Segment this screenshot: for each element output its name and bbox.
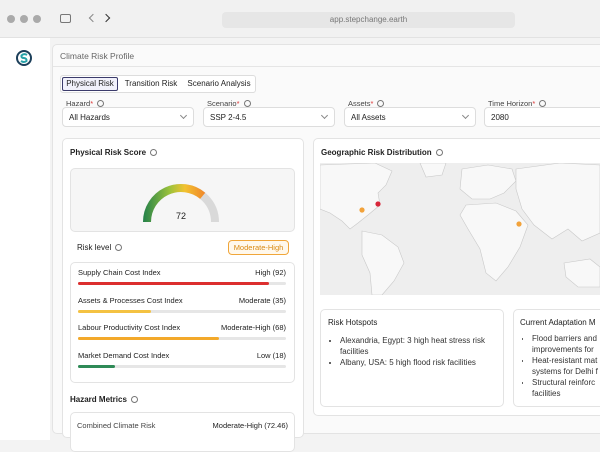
browser-bar: app.stepchange.earth (0, 0, 600, 38)
map-marker[interactable] (359, 207, 365, 213)
label-text: Hazard (66, 99, 91, 108)
forward-button[interactable] (101, 13, 111, 23)
index-bar (78, 337, 220, 340)
index-track (78, 365, 286, 368)
gauge-box (70, 168, 295, 232)
info-icon (97, 100, 105, 107)
page: app.stepchange.earth Climate Risk Profil… (0, 0, 600, 440)
metric-name: Combined Climate Risk (77, 421, 156, 430)
hotspots-box (320, 309, 504, 407)
metric-value: Moderate-High (72.46) (212, 421, 288, 430)
map-marker[interactable] (375, 201, 381, 207)
label-text: Risk level (77, 243, 112, 252)
metrics-box (70, 412, 295, 452)
gauge-fill (143, 184, 206, 223)
gauge-value: 72 (176, 211, 186, 221)
adaptation-item: Structural reinforc facilities (532, 377, 600, 399)
card-title: Physical Risk Score (70, 148, 158, 157)
title-text: Physical Risk Score (70, 148, 147, 157)
index-name: Labour Productivity Cost Index (78, 323, 181, 332)
label-text: Assets (348, 99, 371, 108)
title-text: Hazard Metrics (70, 395, 127, 404)
index-level: Moderate-High (68) (220, 323, 286, 332)
info-icon (377, 100, 385, 107)
filter-label: Hazard* (66, 99, 105, 108)
chevron (320, 111, 329, 120)
info-icon (243, 100, 251, 107)
box-title: Current Adaptation M (520, 318, 596, 327)
filter-label: Assets* (348, 99, 385, 108)
index-bar (78, 310, 151, 313)
window-dot[interactable] (20, 15, 28, 23)
required-mark: * (236, 99, 240, 108)
logo[interactable] (16, 50, 32, 66)
tab[interactable]: Transition Risk (124, 79, 178, 88)
back-button[interactable] (88, 13, 98, 23)
index-name: Market Demand Cost Index (78, 351, 170, 360)
index-name: Assets & Processes Cost Index (78, 296, 183, 305)
select[interactable]: All Hazards (62, 107, 194, 127)
index-level: High (92) (255, 268, 286, 277)
hotspot-item: Albany, USA: 5 high flood risk facilitie… (340, 357, 500, 368)
map[interactable] (320, 163, 600, 295)
index-track (78, 310, 286, 313)
risk-level-badge: Moderate-High (228, 240, 289, 255)
url: app.stepchange.earth (329, 15, 408, 24)
tab[interactable]: Scenario Analysis (187, 79, 251, 88)
divider (53, 66, 600, 67)
index-level: Moderate (35) (238, 296, 286, 305)
section-title: Hazard Metrics (70, 395, 138, 404)
chevron (179, 111, 188, 120)
index-level: Low (18) (256, 351, 286, 360)
required-mark: * (370, 99, 374, 108)
required-mark: * (90, 99, 94, 108)
index-bar (78, 282, 270, 285)
sidebar-toggle[interactable] (60, 14, 71, 23)
page-title: Climate Risk Profile (60, 51, 135, 61)
box-title: Risk Hotspots (328, 318, 378, 327)
select[interactable]: 2080 (484, 107, 600, 127)
index-bar (78, 365, 116, 368)
hotspot-list: Alexandria, Egypt: 3 high heat stress ri… (330, 335, 500, 368)
label-text: Scenario (207, 99, 237, 108)
window-dot[interactable] (33, 15, 41, 23)
adaptation-item: Flood barriers and improvements for (532, 333, 600, 355)
filter-label: Scenario* (207, 99, 251, 108)
filter-label: Time Horizon* (488, 99, 547, 108)
tab[interactable]: Physical Risk (62, 77, 118, 91)
chevron (461, 111, 470, 120)
required-mark: * (532, 99, 536, 108)
info-icon (539, 100, 547, 107)
sidebar (0, 38, 50, 440)
gauge: 72 (143, 184, 219, 223)
window-dot[interactable] (7, 15, 15, 23)
adaptation-box (513, 309, 600, 407)
adaptation-item: Heat-resistant mat systems for Delhi f (532, 355, 600, 377)
label-text: Time Horizon (488, 99, 533, 108)
card-title: Geographic Risk Distribution (321, 148, 443, 157)
select[interactable]: SSP 2-4.5 (203, 107, 335, 127)
adaptation-list: Flood barriers and improvements forHeat-… (522, 333, 600, 399)
hotspot-item: Alexandria, Egypt: 3 high heat stress ri… (340, 335, 500, 357)
risk-level-label: Risk level (77, 243, 123, 252)
title-text: Geographic Risk Distribution (321, 148, 432, 157)
url-bar[interactable]: app.stepchange.earth (222, 12, 515, 28)
map-marker[interactable] (516, 221, 522, 227)
select[interactable]: All Assets (344, 107, 476, 127)
index-name: Supply Chain Cost Index (78, 268, 161, 277)
